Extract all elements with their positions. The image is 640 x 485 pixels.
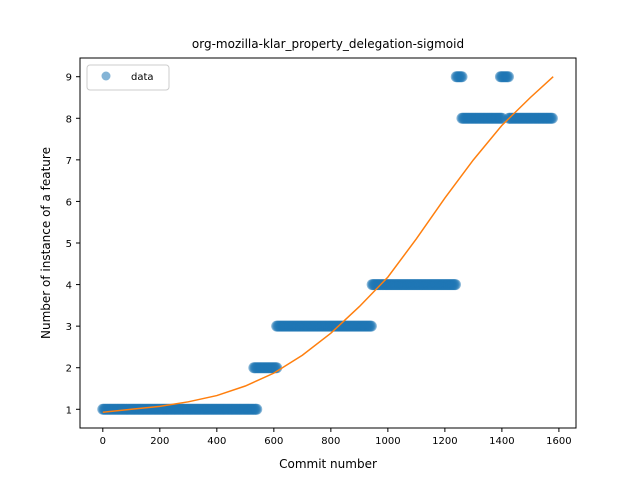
legend-marker-data [101,71,111,81]
y-tick-label: 6 [66,197,72,208]
x-tick-label: 1000 [375,436,400,447]
y-tick-label: 1 [66,405,72,416]
y-tick-label: 4 [66,281,72,292]
x-tick-label: 200 [150,436,169,447]
data-point [546,112,558,124]
data-point [251,403,263,415]
legend-box [86,64,170,91]
legend-label-data: data [131,72,154,83]
y-axis: 1 2 3 4 5 6 7 8 9 [66,73,80,416]
x-tick-label: 0 [100,436,106,447]
chart-title: org-mozilla-klar_property_delegation-sig… [192,37,464,51]
x-axis-label: Commit number [279,457,377,471]
data-point [456,71,468,83]
x-tick-label: 600 [264,436,283,447]
x-tick-label: 1600 [546,436,571,447]
x-tick-label: 800 [321,436,340,447]
y-tick-label: 7 [66,156,72,167]
x-tick-label: 1400 [489,436,514,447]
fit-line [102,76,554,413]
data-point [449,279,461,291]
data-point [365,320,377,332]
x-tick-label: 1200 [432,436,457,447]
x-tick-label: 400 [207,436,226,447]
y-axis-label: Number of instance of a feature [39,147,53,339]
plot-area [97,71,558,415]
legend: data [86,64,170,91]
y-tick-label: 2 [66,364,72,375]
x-axis: 0 200 400 600 800 1000 1200 1400 1600 [100,428,572,447]
y-tick-label: 9 [66,73,72,84]
y-tick-label: 5 [66,239,72,250]
y-tick-label: 3 [66,322,72,333]
data-point [502,71,514,83]
y-tick-label: 8 [66,114,72,125]
